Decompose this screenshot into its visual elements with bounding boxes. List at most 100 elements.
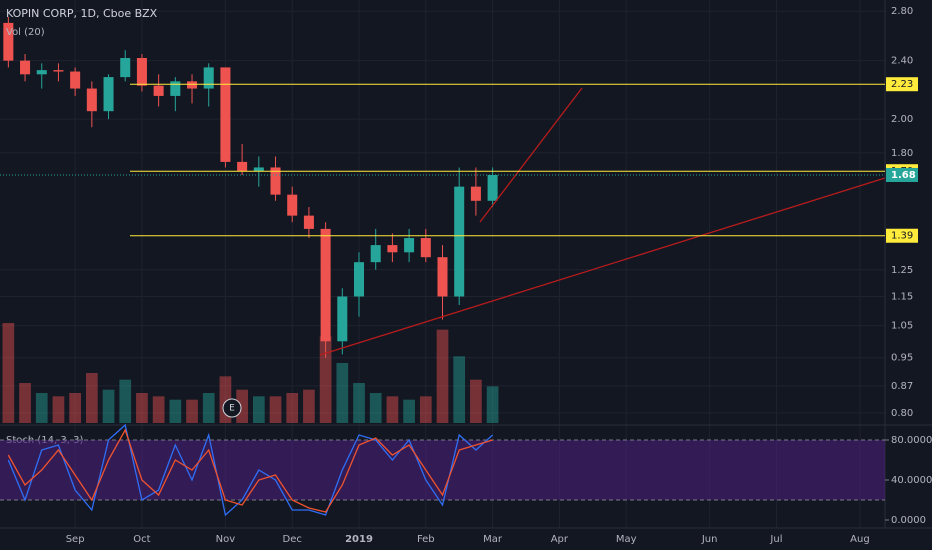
volume-bar (69, 393, 81, 423)
volume-bar (386, 396, 399, 423)
x-tick-label: Mar (483, 534, 503, 545)
candle-body (404, 238, 415, 253)
x-tick-label: Dec (283, 534, 302, 545)
x-tick-label: 2019 (345, 534, 373, 545)
volume-bar (19, 383, 31, 423)
candle-body (120, 58, 131, 78)
x-tick-label: Sep (66, 534, 85, 545)
y-tick-label: 1.80 (891, 148, 913, 159)
x-tick-label: Jun (701, 534, 718, 545)
volume-title: Vol (20) (6, 27, 45, 38)
candle-body (237, 161, 248, 172)
y-tick-label: 0.87 (891, 381, 913, 392)
level-label: 2.23 (891, 79, 913, 90)
volume-bar (136, 393, 148, 423)
volume-bar (2, 323, 15, 423)
y-tick-label: 2.00 (891, 114, 913, 125)
x-tick-label: Nov (216, 534, 236, 545)
volume-bar (219, 376, 232, 423)
volume-bar (419, 396, 432, 423)
volume-bar (85, 373, 98, 423)
candle-body (20, 60, 31, 75)
candle-body (320, 228, 331, 342)
volume-bar (202, 393, 215, 423)
volume-bar (486, 386, 499, 423)
x-tick-label: Oct (133, 534, 150, 545)
candle-body (487, 174, 498, 201)
stoch-tick-label: 80.0000 (891, 435, 932, 446)
candle-body (53, 70, 64, 72)
volume-bar (269, 396, 282, 423)
candle-body (270, 167, 281, 195)
volume-bar (353, 383, 365, 423)
volume-bar (336, 363, 349, 423)
y-tick-label: 2.80 (891, 6, 913, 17)
volume-bar (403, 399, 415, 423)
candle-body (437, 257, 448, 297)
volume-bar (236, 389, 248, 423)
candle-body (170, 81, 181, 96)
candle-body (337, 296, 348, 342)
x-tick-label: Feb (417, 534, 435, 545)
y-tick-label: 0.80 (891, 408, 913, 419)
candle-body (220, 67, 231, 162)
x-tick-label: Apr (551, 534, 569, 545)
stoch-line (7, 423, 494, 517)
candle-body (420, 238, 431, 258)
x-tick-label: May (616, 534, 637, 545)
candle-body (387, 245, 398, 253)
trend-line (319, 177, 886, 356)
trend-line (479, 87, 583, 223)
candle-body (86, 88, 97, 112)
volume-bar (119, 379, 132, 423)
candle-body (70, 71, 81, 89)
volume-bar (35, 393, 48, 423)
candle-body (36, 70, 47, 75)
volume-bar (303, 389, 315, 423)
earnings-marker (222, 398, 242, 418)
volume-bar (102, 389, 115, 423)
candle-body (470, 186, 481, 201)
candle-body (153, 85, 164, 96)
volume-bar (152, 396, 165, 423)
candle-body (287, 194, 298, 216)
volume-bar (470, 379, 482, 423)
volume-bar (436, 329, 449, 423)
chart-title: KOPIN CORP, 1D, Cboe BZX (6, 7, 158, 20)
y-tick-label: 0.95 (891, 353, 913, 364)
candle-body (3, 22, 14, 61)
y-tick-label: 1.25 (891, 265, 913, 276)
candle-body (454, 186, 465, 297)
level-label-box (886, 77, 918, 92)
volume-bar (252, 396, 265, 423)
candle-body (103, 77, 114, 112)
volume-bar (453, 356, 466, 423)
last-price-box (886, 167, 918, 182)
candle-body (136, 58, 147, 86)
candle-body (253, 167, 264, 172)
y-tick-label: 1.05 (891, 321, 913, 332)
level-label-box (886, 228, 918, 243)
x-tick-label: Aug (850, 534, 870, 545)
y-tick-label: 1.15 (891, 291, 913, 302)
level-label: 1.39 (891, 231, 913, 242)
volume-bar (369, 393, 382, 423)
volume-bar (52, 396, 65, 423)
stoch-tick-label: 0.0000 (891, 515, 926, 526)
volume-bar (319, 336, 332, 423)
volume-bar (186, 399, 198, 423)
candle-body (203, 67, 214, 89)
stoch-tick-label: 40.0000 (891, 475, 932, 486)
candle-body (187, 81, 198, 89)
last-price-label: 1.68 (891, 170, 916, 181)
stoch-line (7, 428, 493, 513)
x-tick-label: Jul (769, 534, 782, 545)
y-tick-label: 2.40 (891, 56, 913, 67)
marks (2, 17, 499, 423)
earnings-label: E (229, 404, 235, 414)
candle-body (370, 245, 381, 263)
candle-body (354, 262, 365, 297)
volume-bar (169, 399, 182, 423)
stoch-band (0, 440, 885, 500)
